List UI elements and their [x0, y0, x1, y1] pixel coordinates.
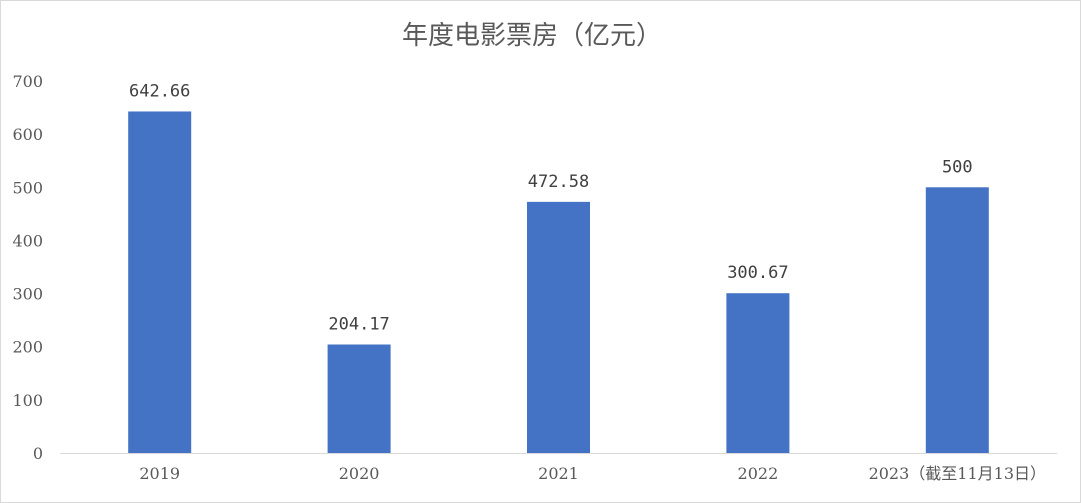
bar — [327, 344, 391, 453]
y-tick-label: 400 — [12, 231, 43, 250]
bars-group: 642.66 204.17 472.58 300.67 500 — [128, 81, 989, 454]
chart-title: 年度电影票房（亿元） — [402, 21, 662, 51]
data-label: 500 — [942, 157, 973, 177]
data-label: 472.58 — [528, 172, 589, 192]
bar — [527, 201, 590, 453]
y-tick-label: 600 — [12, 125, 43, 144]
y-tick-label: 300 — [12, 285, 43, 304]
y-tick-label: 200 — [12, 338, 43, 357]
bar — [128, 111, 192, 454]
x-tick-label: 2023（截至11月13日） — [869, 464, 1046, 483]
bar — [726, 293, 790, 453]
data-label: 204.17 — [328, 314, 389, 334]
x-axis: 2019 2020 2021 2022 2023（截至11月13日） — [60, 453, 1057, 483]
bar — [925, 187, 989, 454]
x-tick-label: 2021 — [538, 464, 579, 483]
x-tick-label: 2019 — [139, 464, 180, 483]
y-tick-label: 500 — [12, 178, 43, 197]
x-tick-label: 2022 — [738, 464, 779, 483]
y-axis: 0 100 200 300 400 500 600 700 — [12, 72, 43, 463]
data-label: 300.67 — [727, 263, 788, 283]
y-tick-label: 100 — [12, 391, 43, 410]
data-label: 642.66 — [129, 81, 190, 101]
x-tick-label: 2020 — [339, 464, 380, 483]
y-tick-label: 0 — [33, 444, 43, 463]
y-tick-label: 700 — [12, 72, 43, 91]
